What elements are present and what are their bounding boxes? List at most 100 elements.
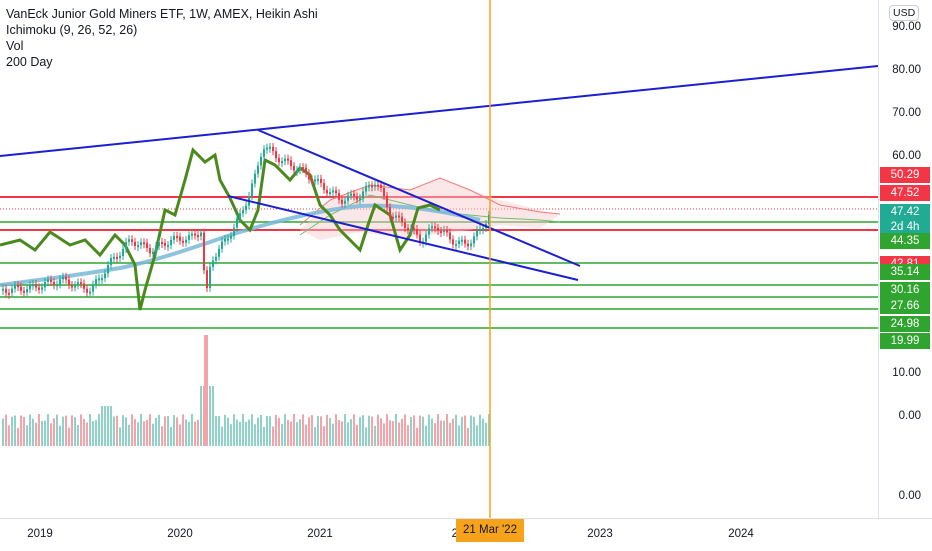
volume-bar [356,424,358,446]
volume-bar [362,415,364,446]
volume-bar [62,416,64,446]
volume-bar [380,418,382,446]
price-axis[interactable]: 90.00 80.00 70.00 60.00 10.00 0.00 0.00 … [878,0,932,518]
candle [245,205,247,211]
volume-bar [170,427,172,446]
upper-channel-trendline[interactable] [0,65,878,157]
candle [131,239,133,242]
volume-bar [119,427,121,446]
candle [20,286,22,291]
candle [404,222,406,229]
candle [215,256,217,261]
candle [401,216,403,223]
price-tick: 80.00 [892,64,921,76]
candle [449,232,451,240]
volume-bar [204,335,208,446]
volume-bar [386,414,388,446]
volume-bar [5,414,7,446]
candle [14,285,16,289]
candle [419,234,421,242]
candle [185,239,187,243]
volume-bar [479,414,481,446]
price-tick: 60.00 [892,150,921,162]
volume-bar [296,422,298,446]
volume-bar [92,421,94,446]
volume-bar [347,422,349,446]
volume-bar [428,414,430,446]
time-tick: 2024 [728,528,754,540]
volume-bar [95,420,97,446]
volume-bar [50,423,52,446]
candle [341,199,343,204]
volume-bar [116,415,118,446]
candle [134,241,136,246]
candle [413,228,415,231]
volume-bar [233,414,235,446]
volume-bar [374,425,376,446]
chart-plot-area[interactable]: VanEck Junior Gold Miners ETF, 1W, AMEX,… [0,0,878,518]
volume-bar [194,421,196,446]
volume-indicator-label[interactable]: Vol [6,39,24,53]
candle [332,190,334,193]
candle [35,284,37,288]
candle [143,242,145,245]
volume-bar [425,425,427,446]
volume-bar [299,419,301,446]
volume-bar [476,425,478,446]
candle [173,235,175,240]
volume-bar [473,416,475,446]
candle [191,233,193,236]
candle [80,282,82,285]
volume-bar [32,418,34,446]
candle [2,288,4,291]
currency-button[interactable]: USD [889,5,920,21]
candle [458,240,460,245]
volume-bar [458,425,460,446]
candle [353,193,355,197]
candle [299,167,301,171]
volume-bar [404,414,406,446]
wedge-lower-trendline[interactable] [227,195,579,281]
candle [296,170,298,173]
candle [41,287,43,290]
time-tick: 2020 [167,528,193,540]
price-tick: 0.00 [898,410,921,422]
wedge-upper-trendline[interactable] [257,129,581,267]
candle [278,158,280,163]
volume-bar [311,415,313,446]
volume-bar [371,416,373,446]
volume-bar [359,417,361,446]
candle [365,186,367,192]
volume-bar [11,416,13,446]
volume-bar [284,414,286,446]
ichimoku-indicator-label[interactable]: Ichimoku (9, 26, 52, 26) [6,23,138,37]
volume-bar [242,414,244,446]
candle [446,229,448,233]
candle [104,273,106,279]
volume-bar [110,406,112,446]
candle [83,283,85,289]
volume-bar [431,418,433,446]
volume-bar [335,414,337,446]
volume-bar [269,416,271,446]
price-tag: 27.66 [880,298,930,314]
volume-bar [173,415,175,446]
candle [287,158,289,161]
candle [368,185,370,188]
candle [86,288,88,293]
volume-bar [257,417,259,446]
volume-bar [176,417,178,446]
candle [56,284,58,287]
candle [89,291,91,294]
ma-indicator-label[interactable]: 200 Day [6,55,53,69]
volume-bar [350,419,352,446]
volume-bar [419,415,421,446]
candle [38,287,40,290]
chart-canvas[interactable] [0,0,878,518]
volume-bar [446,414,448,446]
time-tick: 2019 [27,528,53,540]
symbol-title[interactable]: VanEck Junior Gold Miners ETF, 1W, AMEX,… [6,7,318,21]
candle [437,227,439,231]
candle [101,278,103,281]
volume-bar [83,418,85,446]
